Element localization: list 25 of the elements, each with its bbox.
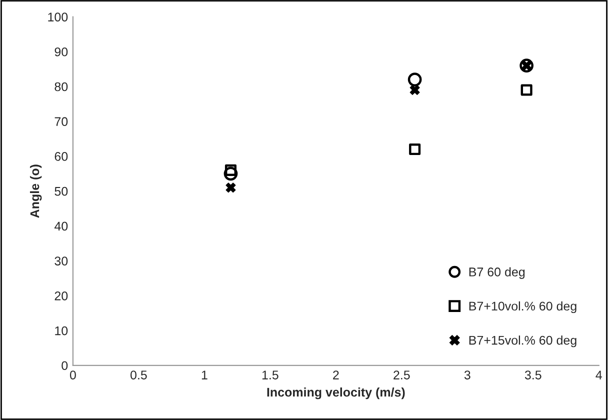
y-tick-label: 0: [62, 361, 68, 370]
y-tick-label: 60: [54, 152, 68, 161]
x-tick-label: 2: [333, 370, 339, 380]
y-tick-label: 90: [54, 47, 68, 56]
x-tick-label: 2.5: [394, 370, 410, 380]
legend-label: B7+15vol.% 60 deg: [469, 336, 576, 348]
x-tick-label: 1: [202, 370, 208, 380]
x-tick-label: 3.5: [524, 370, 542, 380]
y-tick-label: 70: [54, 117, 68, 126]
legend-label: B7+10vol.% 60 deg: [469, 301, 576, 314]
x-tick-label: 4: [596, 370, 602, 380]
x-tick-label: 0: [70, 370, 76, 380]
x-tick-label: 0.5: [130, 370, 147, 380]
y-tick-label: 40: [54, 222, 68, 231]
legend-label: B7 60 deg: [469, 267, 525, 279]
y-tick-label: 100: [48, 12, 68, 22]
x-tick-label: 3: [464, 370, 470, 380]
y-axis-title: Angle (o): [30, 164, 42, 218]
y-tick-label: 10: [55, 326, 68, 336]
x-axis-title: Incoming velocity (m/s): [267, 387, 405, 400]
y-tick-label: 80: [54, 82, 68, 92]
y-tick-label: 20: [54, 291, 68, 300]
x-tick-label: 1.5: [262, 370, 278, 380]
y-tick-label: 50: [54, 186, 68, 196]
y-tick-label: 30: [54, 256, 68, 266]
